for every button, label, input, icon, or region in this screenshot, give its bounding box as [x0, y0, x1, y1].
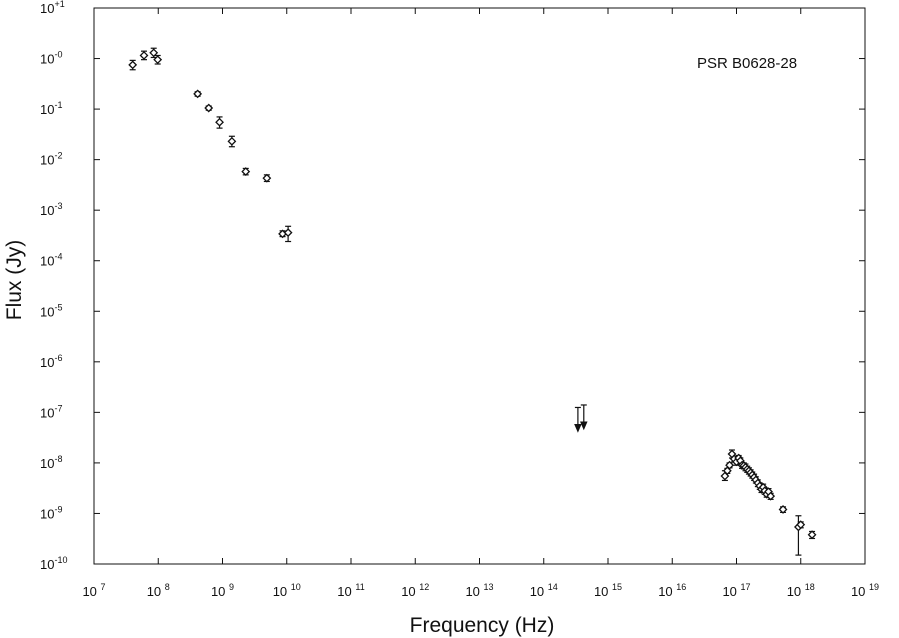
data-point	[204, 103, 214, 113]
y-tick-labels: 10-10 10-9 10-8 10-7 10-6 10-5 10-4 10-3 10-2 10-…	[40, 0, 67, 572]
y-tick-label: 10-9	[40, 504, 62, 521]
x-tick-labels: 10 7 10 8 10 9 10 10 10 11 10 12 10 13 10 14 10 …	[82, 582, 879, 599]
upper-limit-arrow	[574, 423, 582, 433]
data-point	[139, 51, 149, 60]
y-tick-label: 10-3	[40, 201, 62, 218]
data-point	[193, 89, 203, 99]
y-tick-label: 10-6	[40, 353, 62, 370]
data-point	[796, 520, 806, 530]
x-tick-label: 10 15	[594, 582, 622, 599]
x-tick-label: 10 8	[147, 582, 170, 599]
data-point	[283, 228, 293, 238]
y-tick-label: 10-4	[40, 252, 62, 269]
x-tick-label: 10 12	[401, 582, 429, 599]
error-bars	[129, 47, 816, 556]
x-tick-label: 10 13	[465, 582, 493, 599]
axis-ticks	[93, 7, 866, 565]
data-point	[725, 460, 734, 470]
data-point	[128, 60, 138, 70]
y-axis-title: Flux (Jy)	[3, 240, 26, 321]
x-tick-label: 10 9	[211, 582, 234, 599]
x-tick-label: 10 14	[530, 582, 558, 599]
x-tick-label: 10 16	[658, 582, 686, 599]
x-tick-label: 10 7	[82, 582, 105, 599]
annotation-label: PSR B0628-28	[697, 55, 797, 72]
y-tick-label: 10-1	[40, 100, 62, 117]
upper-limit-arrow	[580, 421, 588, 431]
y-tick-label: 10-5	[40, 302, 62, 319]
y-tick-label: 10+1	[40, 0, 65, 16]
data-point	[227, 136, 237, 146]
data-point	[262, 173, 272, 183]
data-point	[778, 505, 788, 514]
data-point	[153, 55, 163, 65]
upper-limits	[574, 404, 588, 433]
y-tick-label: 10-7	[40, 403, 62, 420]
x-tick-label: 10 18	[787, 582, 815, 599]
x-tick-label: 10 11	[337, 582, 364, 599]
x-tick-label: 10 17	[722, 582, 750, 599]
x-tick-label: 10 19	[851, 582, 879, 599]
y-tick-label: 10-2	[40, 151, 62, 168]
y-tick-label: 10-10	[40, 555, 67, 572]
x-axis-title: Frequency (Hz)	[410, 614, 555, 637]
y-tick-label: 10-0	[40, 50, 62, 67]
plot-frame	[93, 7, 866, 565]
y-tick-label: 10-8	[40, 454, 62, 471]
data-point	[766, 491, 776, 501]
x-tick-label: 10 10	[273, 582, 301, 599]
data-point	[807, 530, 817, 540]
data-point	[215, 117, 224, 127]
data-point	[149, 48, 159, 58]
data-point	[241, 167, 251, 177]
data-points	[128, 48, 817, 540]
